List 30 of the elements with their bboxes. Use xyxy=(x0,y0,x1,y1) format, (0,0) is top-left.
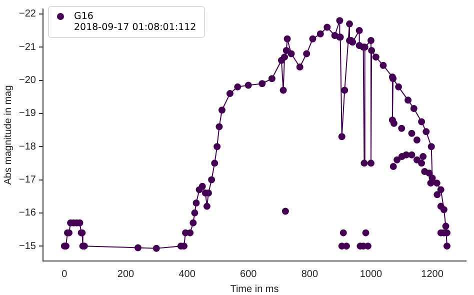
y-tick-label: −19 xyxy=(18,108,36,120)
y-tick-label: −15 xyxy=(18,240,36,252)
y-tick-label: −20 xyxy=(18,75,36,86)
point xyxy=(408,151,416,158)
legend-label: G16 2018-09-17 01:08:01:112 xyxy=(74,11,196,33)
y-tick-label: −16 xyxy=(18,208,36,219)
point xyxy=(362,229,370,236)
y-tick-label: −21 xyxy=(18,42,36,53)
point xyxy=(394,156,401,164)
y-axis-title: Abs magnitude in mag xyxy=(2,85,14,185)
x-tick-label: 800 xyxy=(301,268,318,280)
point xyxy=(418,160,426,167)
point xyxy=(420,153,427,160)
y-tick-label: −17 xyxy=(18,174,36,186)
point xyxy=(413,136,420,144)
point xyxy=(340,229,347,236)
x-tick-label: 1200 xyxy=(421,268,444,280)
x-axis-title: Time in ms xyxy=(230,284,279,295)
x-tick-label: 200 xyxy=(117,268,135,280)
point xyxy=(390,163,397,170)
x-tick-label: 400 xyxy=(178,268,196,280)
y-tick-label: −18 xyxy=(18,141,36,152)
point xyxy=(434,191,441,198)
point xyxy=(398,124,406,132)
point xyxy=(408,130,416,137)
point xyxy=(282,208,289,215)
y-tick-label: −22 xyxy=(18,8,36,20)
x-tick-label: 1000 xyxy=(360,268,383,280)
x-tick-label: 600 xyxy=(240,268,258,280)
x-tick-label: 0 xyxy=(62,268,68,280)
